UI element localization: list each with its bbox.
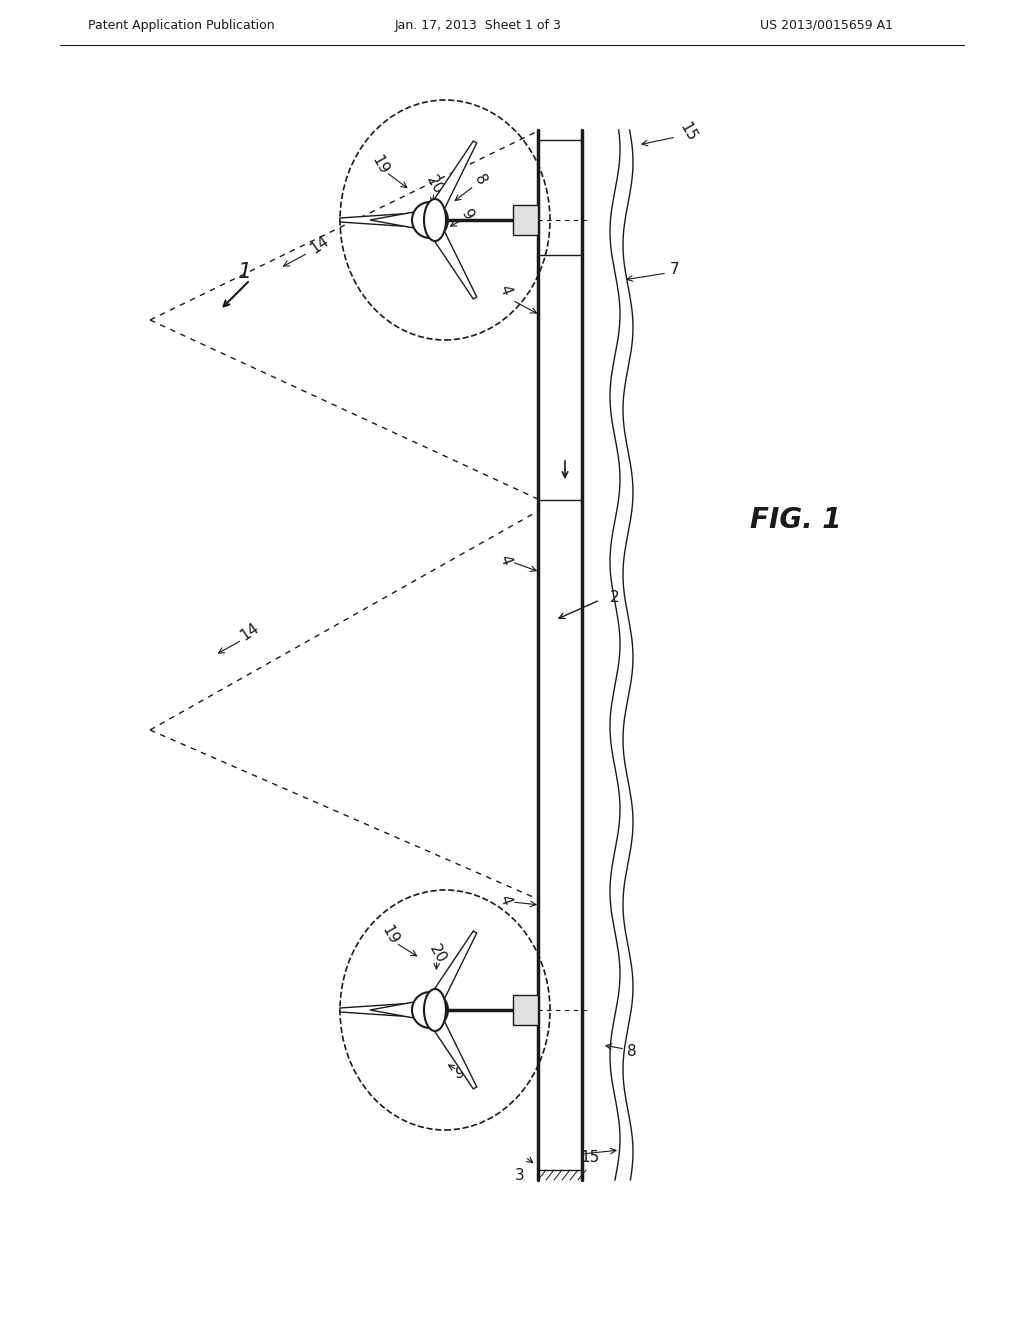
Text: 8: 8 [471, 172, 488, 187]
Polygon shape [423, 141, 477, 224]
Text: 15: 15 [677, 120, 699, 144]
Bar [513, 205, 538, 235]
Text: 15: 15 [581, 1151, 600, 1166]
Text: 14: 14 [238, 620, 262, 644]
Polygon shape [423, 216, 477, 298]
Text: 9: 9 [458, 207, 476, 223]
Text: US 2013/0015659 A1: US 2013/0015659 A1 [760, 18, 893, 32]
Polygon shape [423, 931, 477, 1014]
Text: 20: 20 [424, 173, 446, 197]
Ellipse shape [424, 989, 446, 1031]
Circle shape [412, 993, 449, 1028]
Text: 8: 8 [627, 1044, 637, 1060]
Text: 4: 4 [497, 892, 514, 907]
Text: Patent Application Publication: Patent Application Publication [88, 18, 274, 32]
Text: 9: 9 [455, 1067, 465, 1081]
Text: 4: 4 [497, 282, 514, 297]
Text: 2: 2 [610, 590, 620, 606]
Text: 4: 4 [497, 553, 514, 568]
Ellipse shape [424, 199, 446, 242]
Circle shape [412, 202, 449, 238]
Text: 20: 20 [427, 942, 450, 966]
Text: 7: 7 [670, 263, 680, 277]
Polygon shape [340, 1002, 430, 1018]
Polygon shape [340, 213, 430, 228]
Text: 19: 19 [369, 153, 391, 177]
Text: 14: 14 [308, 234, 332, 256]
Text: 1: 1 [238, 261, 252, 282]
Polygon shape [423, 1006, 477, 1089]
Text: Jan. 17, 2013  Sheet 1 of 3: Jan. 17, 2013 Sheet 1 of 3 [395, 18, 562, 32]
Polygon shape [370, 1001, 425, 1020]
Polygon shape [370, 210, 425, 230]
Text: 19: 19 [379, 923, 401, 948]
Text: FIG. 1: FIG. 1 [750, 506, 842, 535]
Bar [513, 995, 538, 1026]
Text: 3: 3 [515, 1167, 525, 1183]
